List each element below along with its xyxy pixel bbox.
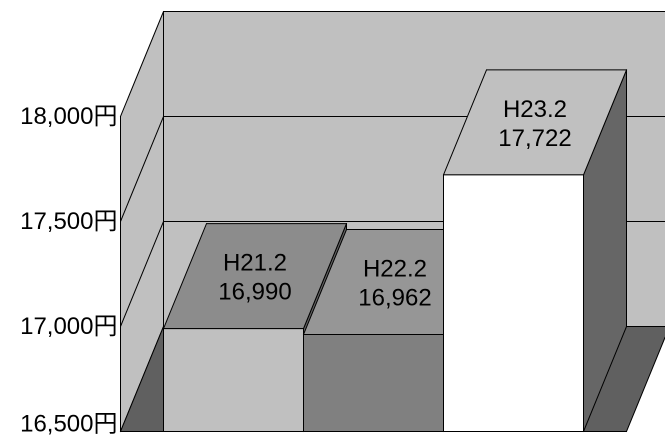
y-tick-label: 17,000円	[20, 313, 117, 340]
data-label-value: 16,962	[358, 285, 431, 312]
data-label-category: H21.2	[223, 250, 287, 277]
bar-side-face-fill	[583, 69, 627, 432]
bar-front-face	[163, 328, 304, 432]
bars	[162, 69, 628, 433]
y-axis-labels: 16,500円 17,000円 17,500円 18,000円	[20, 103, 117, 438]
bar-top-face-fill	[303, 229, 487, 335]
bar-front-face-fill	[443, 174, 584, 432]
bar-front-face-fill	[163, 328, 304, 432]
side-wall-fill	[120, 11, 164, 432]
data-labels: H21.216,990 H22.216,962 H23.217,722	[218, 96, 571, 312]
data-label-value: 17,722	[498, 125, 571, 152]
bar-front-face-edge	[443, 174, 584, 432]
side-wall-edge	[119, 10, 165, 433]
data-label-category: H22.2	[363, 256, 427, 283]
bar-top-face-fill	[443, 69, 627, 175]
y-tick-label: 17,500円	[20, 208, 117, 235]
bar-front-face	[303, 334, 444, 432]
bar	[442, 69, 628, 433]
y-tick-label: 16,500円	[20, 411, 117, 438]
bar-front-face-fill	[303, 334, 444, 432]
bar-front-face	[443, 174, 584, 432]
y-tick-label: 18,000円	[20, 103, 117, 130]
bar-top-face-fill	[163, 223, 347, 329]
data-label-category: H23.2	[503, 96, 567, 123]
data-label-value: 16,990	[218, 279, 291, 306]
side-wall	[119, 10, 165, 433]
